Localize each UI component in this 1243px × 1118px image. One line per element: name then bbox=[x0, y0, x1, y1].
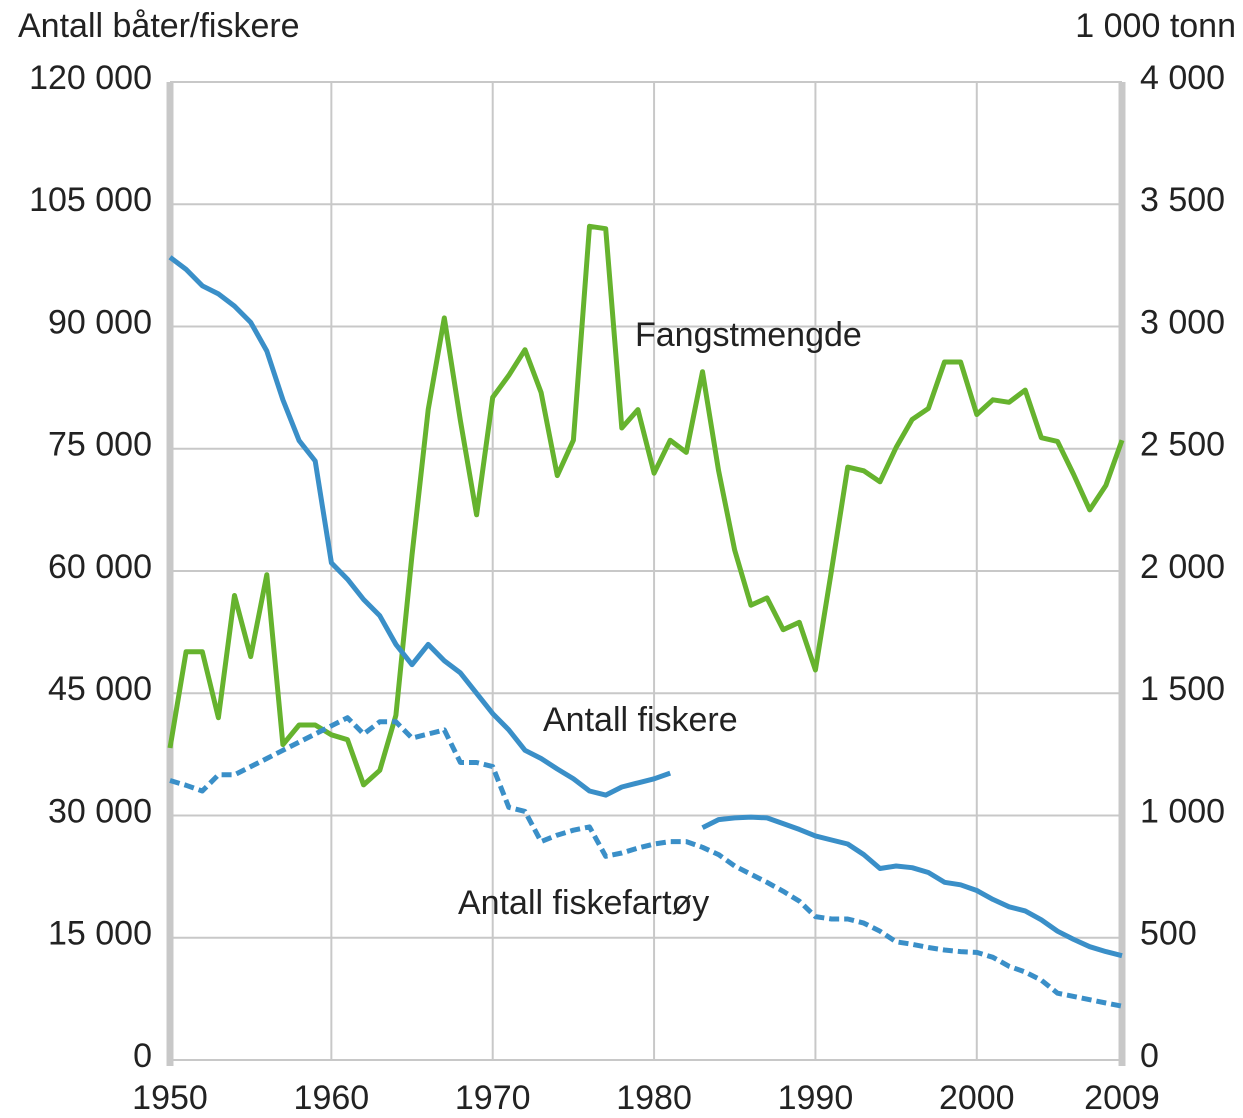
y-tick-label: 0 bbox=[133, 1037, 152, 1075]
y2-tick-label: 3 000 bbox=[1140, 303, 1225, 341]
x-tick-label: 1970 bbox=[455, 1079, 531, 1117]
y2-tick-label: 2 500 bbox=[1140, 426, 1225, 464]
y2-tick-label: 1 500 bbox=[1140, 670, 1225, 708]
series-label: Antall fiskere bbox=[543, 701, 738, 739]
series-label: Antall fiskefartøy bbox=[458, 884, 709, 922]
series-line bbox=[167, 223, 1125, 788]
y-tick-label: 60 000 bbox=[48, 548, 152, 586]
y2-tick-label: 0 bbox=[1140, 1037, 1159, 1075]
y2-tick-label: 3 500 bbox=[1140, 181, 1225, 219]
y-tick-label: 45 000 bbox=[48, 670, 152, 708]
y-tick-label: 120 000 bbox=[29, 59, 152, 97]
y-tick-label: 30 000 bbox=[48, 792, 152, 830]
y-tick-label: 105 000 bbox=[29, 181, 152, 219]
y-tick-label: 75 000 bbox=[48, 426, 152, 464]
y2-axis-title: 1 000 tonn bbox=[1075, 7, 1236, 45]
series-line bbox=[168, 255, 1123, 959]
y2-tick-label: 4 000 bbox=[1140, 59, 1225, 97]
x-tick-label: 1950 bbox=[132, 1079, 208, 1117]
y2-tick-label: 500 bbox=[1140, 915, 1197, 953]
x-tick-label: 2000 bbox=[939, 1079, 1015, 1117]
y2-tick-label: 1 000 bbox=[1140, 792, 1225, 830]
y-tick-label: 90 000 bbox=[48, 303, 152, 341]
y-tick-label: 15 000 bbox=[48, 915, 152, 953]
x-tick-label: 1980 bbox=[616, 1079, 692, 1117]
y-axis-title: Antall båter/fiskere bbox=[18, 7, 300, 45]
x-tick-label: 1960 bbox=[294, 1079, 370, 1117]
series-label: Fangstmengde bbox=[635, 316, 862, 354]
x-tick-label: 2009 bbox=[1084, 1079, 1160, 1117]
y2-tick-label: 2 000 bbox=[1140, 548, 1225, 586]
series-line bbox=[169, 715, 1123, 1009]
x-tick-label: 1990 bbox=[778, 1079, 854, 1117]
